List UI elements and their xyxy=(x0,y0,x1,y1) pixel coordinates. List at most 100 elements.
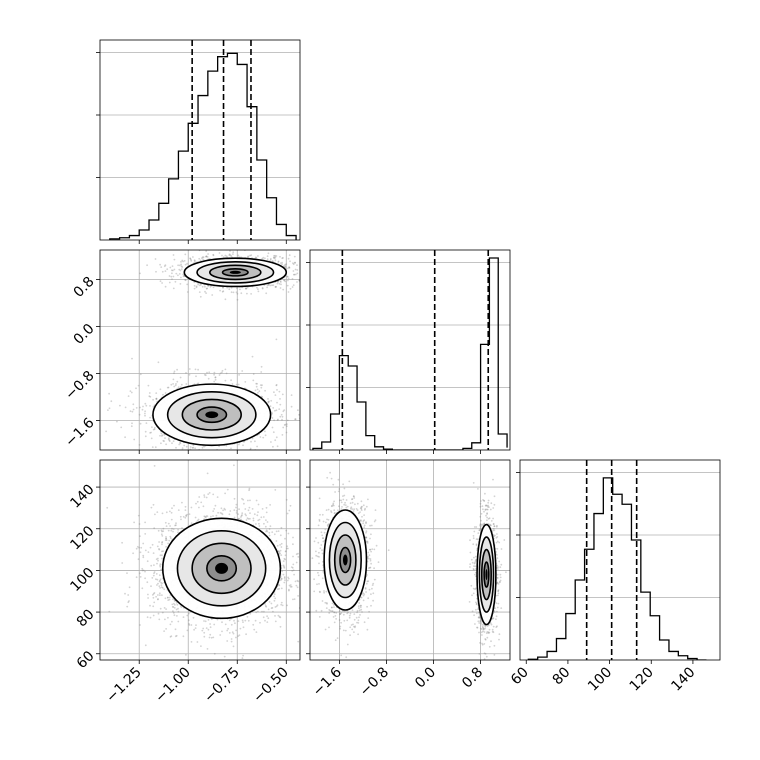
sample-point xyxy=(157,361,160,364)
sample-point xyxy=(161,282,164,284)
sample-point xyxy=(132,403,135,406)
sample-point xyxy=(181,266,184,268)
sample-point xyxy=(131,422,133,425)
sample-point xyxy=(161,554,163,557)
sample-point xyxy=(264,525,267,528)
sample-point xyxy=(180,268,183,270)
sample-point xyxy=(201,446,204,449)
y-tick-label: 0.8 xyxy=(71,274,98,301)
sample-point xyxy=(232,291,235,294)
sample-point xyxy=(286,512,289,515)
sample-point xyxy=(292,450,294,452)
sample-point xyxy=(275,436,278,439)
sample-point xyxy=(242,626,245,629)
sample-point xyxy=(296,269,299,271)
sample-point xyxy=(204,290,206,293)
sample-point xyxy=(190,260,193,262)
sample-point xyxy=(186,291,189,293)
sample-point xyxy=(255,523,257,525)
sample-point xyxy=(295,584,298,587)
sample-point xyxy=(296,586,299,589)
sample-point xyxy=(279,255,281,258)
sample-point xyxy=(225,255,228,257)
sample-point xyxy=(172,287,175,290)
sample-point xyxy=(280,577,283,580)
sample-point xyxy=(175,634,178,637)
sample-point xyxy=(156,545,159,548)
sample-point xyxy=(204,285,206,288)
sample-point xyxy=(294,261,296,264)
sample-point xyxy=(140,546,143,549)
sample-point xyxy=(303,434,305,436)
histogram-panel-0 xyxy=(96,39,301,244)
sample-point xyxy=(255,257,258,259)
sample-point xyxy=(212,515,214,517)
sample-point xyxy=(153,527,156,530)
sample-point xyxy=(176,368,179,371)
sample-point xyxy=(255,611,258,614)
scatter-panel-0-1: −1.6−0.80.00.8 xyxy=(62,249,305,454)
sample-point xyxy=(257,391,259,394)
sample-point xyxy=(179,283,182,285)
sample-point xyxy=(304,543,306,545)
sample-point xyxy=(163,265,166,268)
sample-point xyxy=(308,575,310,577)
sample-point xyxy=(261,610,263,613)
sample-point xyxy=(174,604,176,606)
sample-point xyxy=(199,295,202,298)
sample-point xyxy=(212,510,215,512)
sample-point xyxy=(153,601,156,604)
sample-point xyxy=(277,260,280,263)
sample-point xyxy=(166,268,169,271)
sample-point xyxy=(305,546,307,548)
sample-point xyxy=(186,262,189,265)
sample-point xyxy=(305,585,307,587)
sample-point xyxy=(210,515,212,518)
sample-point xyxy=(278,552,281,554)
sample-point xyxy=(281,415,284,418)
sample-point xyxy=(132,408,135,411)
sample-point xyxy=(170,275,173,278)
sample-point xyxy=(275,540,278,542)
sample-point xyxy=(152,428,155,431)
sample-point xyxy=(241,657,244,659)
sample-point xyxy=(213,380,216,383)
sample-point xyxy=(269,504,271,506)
sample-point xyxy=(172,528,175,530)
sample-point xyxy=(165,628,168,630)
sample-point xyxy=(205,515,208,518)
sample-point xyxy=(193,259,196,262)
sample-point xyxy=(278,615,281,618)
sample-point xyxy=(249,517,251,520)
sample-point xyxy=(182,635,185,638)
sample-point xyxy=(179,441,181,444)
sample-point xyxy=(149,395,152,398)
sample-point xyxy=(173,385,176,388)
sample-point xyxy=(225,372,228,375)
sample-point xyxy=(219,289,222,292)
sample-point xyxy=(174,384,177,387)
sample-point xyxy=(294,418,297,421)
sample-point xyxy=(279,625,282,628)
sample-point xyxy=(173,504,175,507)
sample-point xyxy=(139,406,141,409)
sample-point xyxy=(145,404,148,407)
sample-point xyxy=(281,578,283,580)
sample-point xyxy=(268,528,271,530)
sample-point xyxy=(164,437,166,439)
sample-point xyxy=(257,519,260,522)
sample-point xyxy=(144,435,147,438)
sample-point xyxy=(264,430,266,433)
sample-point xyxy=(291,567,294,569)
sample-point xyxy=(261,257,264,260)
sample-point xyxy=(164,521,167,524)
sample-point xyxy=(266,621,269,623)
sample-point xyxy=(142,405,144,408)
sample-point xyxy=(195,286,198,289)
sample-point xyxy=(175,383,177,385)
sample-point xyxy=(293,255,296,258)
sample-point xyxy=(172,612,175,614)
sample-point xyxy=(290,566,293,568)
sample-point xyxy=(271,260,274,262)
